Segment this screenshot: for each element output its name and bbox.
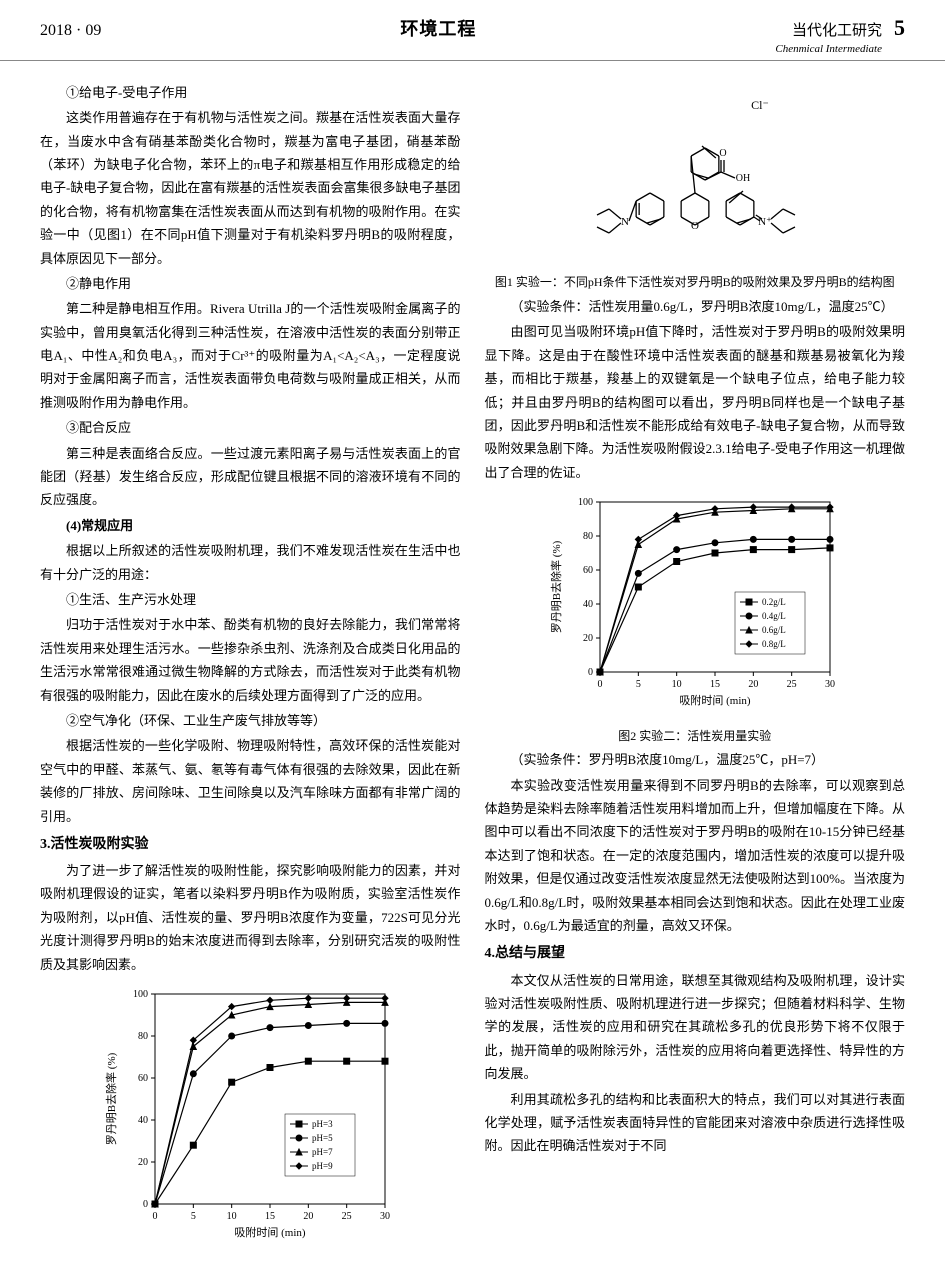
- chart-1-container: 0 5 10 15 20 25 30 0 20 40 60 80 100 吸附时间 (min) 罗丹明B去除…: [40, 984, 461, 1251]
- sub-4-title: (4)常规应用: [40, 514, 461, 537]
- heading-4: 4.总结与展望: [485, 941, 906, 966]
- sub-4b-body: 根据活性炭的一些化学吸附、物理吸附特性，高效环保的活性炭能对空气中的甲醛、苯蒸气…: [40, 734, 461, 828]
- header-right: 当代化工研究 Chenmical Intermediate 5: [775, 8, 905, 56]
- svg-text:30: 30: [825, 679, 835, 690]
- sub-2-body: 第二种是静电相互作用。Rivera Utrilla J的一个活性炭吸附金属离子的…: [40, 297, 461, 414]
- sub-3-title: ③配合反应: [40, 416, 461, 439]
- svg-text:0: 0: [597, 679, 602, 690]
- svg-text:pH=9: pH=9: [312, 1161, 333, 1171]
- svg-text:25: 25: [786, 679, 796, 690]
- page-header: 2018 · 09 环境工程 当代化工研究 Chenmical Intermed…: [0, 0, 945, 61]
- svg-text:25: 25: [342, 1211, 352, 1222]
- content-area: ①给电子-受电子作用 这类作用普遍存在于有机物与活性炭之间。羰基在活性炭表面大量…: [0, 61, 945, 1280]
- rhodamine-b-structure: OOOHNN⁺Cl⁻: [565, 89, 825, 259]
- chart-1-ph: 0 5 10 15 20 25 30 0 20 40 60 80 100 吸附时间 (min) 罗丹明B去除…: [100, 984, 400, 1244]
- svg-text:10: 10: [671, 679, 681, 690]
- svg-text:Cl⁻: Cl⁻: [751, 98, 769, 112]
- svg-text:N: N: [621, 216, 629, 228]
- svg-text:15: 15: [265, 1211, 275, 1222]
- svg-text:60: 60: [138, 1073, 148, 1084]
- svg-text:0.8g/L: 0.8g/L: [762, 639, 786, 649]
- fig2-caption-2: （实验条件：罗丹明B浓度10mg/L，温度25℃，pH=7）: [485, 748, 906, 771]
- svg-text:20: 20: [138, 1157, 148, 1168]
- svg-text:20: 20: [583, 633, 593, 644]
- right-para-3: 本文仅从活性炭的日常用途，联想至其微观结构及吸附机理，设计实验对活性炭吸附性质、…: [485, 969, 906, 1086]
- svg-text:0: 0: [153, 1211, 158, 1222]
- svg-text:20: 20: [748, 679, 758, 690]
- svg-text:0.4g/L: 0.4g/L: [762, 611, 786, 621]
- svg-text:5: 5: [191, 1211, 196, 1222]
- section-title: 环境工程: [400, 13, 476, 45]
- svg-text:0: 0: [143, 1199, 148, 1210]
- issue-label: 2018 · 09: [40, 17, 101, 46]
- right-column: OOOHNN⁺Cl⁻ 图1 实验一：不同pH条件下活性炭对罗丹明B的吸附效果及罗…: [485, 81, 906, 1260]
- svg-text:10: 10: [227, 1211, 237, 1222]
- chart-2-dosage: 0 5 10 15 20 25 30 0 20 40 60 80 100 吸附时间 (min) 罗丹明B去除…: [545, 492, 845, 712]
- right-para-2: 本实验改变活性炭用量来得到不同罗丹明B的去除率，可以观察到总体趋势是染料去除率随…: [485, 774, 906, 938]
- svg-text:OH: OH: [736, 173, 750, 184]
- heading-3: 3.活性炭吸附实验: [40, 832, 461, 857]
- svg-text:罗丹明B去除率 (%): 罗丹明B去除率 (%): [549, 540, 563, 633]
- svg-text:罗丹明B去除率 (%): 罗丹明B去除率 (%): [104, 1052, 118, 1145]
- page-number: 5: [894, 8, 905, 48]
- fig1-caption-1: 图1 实验一：不同pH条件下活性炭对罗丹明B的吸附效果及罗丹明B的结构图: [485, 274, 906, 291]
- svg-text:15: 15: [710, 679, 720, 690]
- sub-3-body: 第三种是表面络合反应。一些过渡元素阳离子易与活性炭表面上的官能团（羟基）发生络合…: [40, 442, 461, 512]
- svg-text:80: 80: [583, 531, 593, 542]
- svg-text:pH=3: pH=3: [312, 1119, 333, 1129]
- svg-text:0.2g/L: 0.2g/L: [762, 597, 786, 607]
- sub-1-title: ①给电子-受电子作用: [40, 81, 461, 104]
- svg-text:0.6g/L: 0.6g/L: [762, 625, 786, 635]
- left-column: ①给电子-受电子作用 这类作用普遍存在于有机物与活性炭之间。羰基在活性炭表面大量…: [40, 81, 461, 1260]
- fig2-caption-1: 图2 实验二：活性炭用量实验: [485, 728, 906, 745]
- structure-container: OOOHNN⁺Cl⁻: [485, 89, 906, 266]
- sub-4a-title: ①生活、生产污水处理: [40, 588, 461, 611]
- svg-text:40: 40: [138, 1115, 148, 1126]
- svg-text:O: O: [691, 220, 699, 232]
- fig1-caption-2: （实验条件：活性炭用量0.6g/L，罗丹明B浓度10mg/L，温度25℃）: [485, 295, 906, 318]
- sub-4-body: 根据以上所叙述的活性炭吸附机理，我们不难发现活性炭在生活中也有十分广泛的用途：: [40, 539, 461, 586]
- right-para-1: 由图可见当吸附环境pH值下降时，活性炭对于罗丹明B的吸附效果明显下降。这是由于在…: [485, 320, 906, 484]
- sub-2-title: ②静电作用: [40, 272, 461, 295]
- sub-4a-body: 归功于活性炭对于水中苯、酚类有机物的良好去除能力，我们常常将活性炭用来处理生活污…: [40, 613, 461, 707]
- sub-4b-title: ②空气净化（环保、工业生产废气排放等等）: [40, 709, 461, 732]
- svg-text:5: 5: [636, 679, 641, 690]
- right-para-4: 利用其疏松多孔的结构和比表面积大的特点，我们可以对其进行表面化学处理，赋予活性炭…: [485, 1088, 906, 1158]
- svg-text:吸附时间 (min): 吸附时间 (min): [235, 1225, 307, 1239]
- svg-text:pH=7: pH=7: [312, 1147, 333, 1157]
- svg-text:pH=5: pH=5: [312, 1133, 333, 1143]
- chart-2-container: 0 5 10 15 20 25 30 0 20 40 60 80 100 吸附时间 (min) 罗丹明B去除…: [485, 492, 906, 719]
- section-3-body: 为了进一步了解活性炭的吸附性能，探究影响吸附能力的因素，并对吸附机理假设的证实，…: [40, 859, 461, 976]
- svg-text:100: 100: [133, 989, 148, 1000]
- journal-en: Chenmical Intermediate: [775, 42, 882, 56]
- svg-text:100: 100: [578, 497, 593, 508]
- svg-text:40: 40: [583, 599, 593, 610]
- svg-text:0: 0: [588, 667, 593, 678]
- sub-1-body: 这类作用普遍存在于有机物与活性炭之间。羰基在活性炭表面大量存在，当废水中含有硝基…: [40, 106, 461, 270]
- svg-text:30: 30: [380, 1211, 390, 1222]
- svg-text:20: 20: [304, 1211, 314, 1222]
- journal-cn: 当代化工研究: [792, 23, 882, 39]
- svg-text:60: 60: [583, 565, 593, 576]
- svg-text:O: O: [719, 148, 726, 159]
- svg-text:80: 80: [138, 1031, 148, 1042]
- svg-text:吸附时间 (min): 吸附时间 (min): [679, 693, 751, 707]
